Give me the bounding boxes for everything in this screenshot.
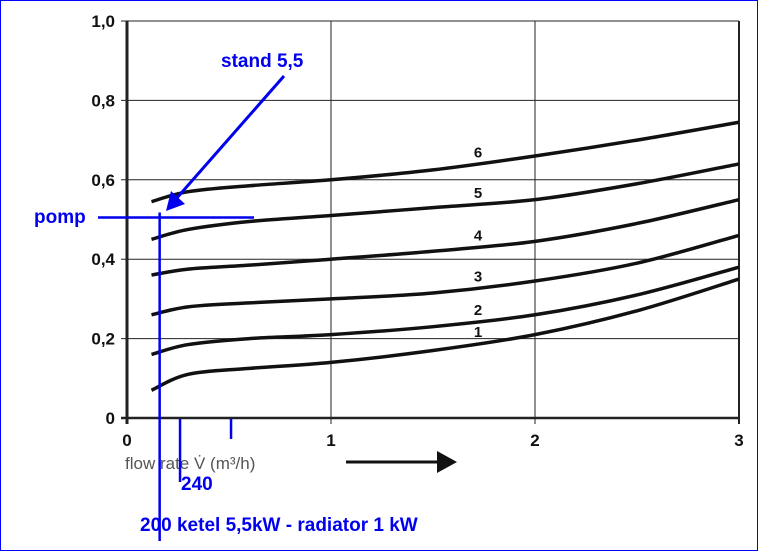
y-tick-label: 1,0 <box>91 12 115 31</box>
x-tick-label: 1 <box>326 431 335 450</box>
curve-label-1: 1 <box>474 324 482 341</box>
grid <box>121 20 740 424</box>
curve-label-5: 5 <box>474 185 482 202</box>
stand-label: stand 5,5 <box>221 51 304 72</box>
curve-6 <box>150 120 740 204</box>
stand-arrow-line <box>174 75 286 200</box>
curve-1 <box>150 277 740 392</box>
x-axis-label: flow rate V̇ (m³/h) <box>125 454 255 473</box>
pomp-label: pomp <box>34 207 86 228</box>
flow-200-label: 200 ketel 5,5kW - radiator 1 kW <box>140 515 418 536</box>
y-tick-label: 0,2 <box>91 330 115 349</box>
curve-2 <box>150 265 740 357</box>
y-tick-label: 0,4 <box>91 250 115 269</box>
curve-label-4: 4 <box>474 228 483 245</box>
y-tick-label: 0 <box>106 409 115 428</box>
annotations <box>98 75 286 541</box>
curve-label-3: 3 <box>474 268 482 285</box>
x-tick-label: 2 <box>530 431 539 450</box>
axis-ticks: 0 0,2 0,4 0,6 0,8 1,0 0 1 2 3 <box>91 12 743 450</box>
curve-label-6: 6 <box>474 144 482 161</box>
curve-5 <box>151 162 740 242</box>
flow-240-label: 240 <box>181 474 213 495</box>
flow-direction-arrow <box>346 451 457 473</box>
x-tick-label: 3 <box>734 431 743 450</box>
curve-label-2: 2 <box>474 302 482 319</box>
curve-4 <box>151 197 740 277</box>
y-tick-label: 0,6 <box>91 171 115 190</box>
x-tick-label: 0 <box>122 431 131 450</box>
y-tick-label: 0,8 <box>91 91 115 110</box>
curve-3 <box>151 233 740 317</box>
stand-arrow-head <box>166 191 185 211</box>
curves: 1 2 3 4 5 6 <box>150 120 740 392</box>
